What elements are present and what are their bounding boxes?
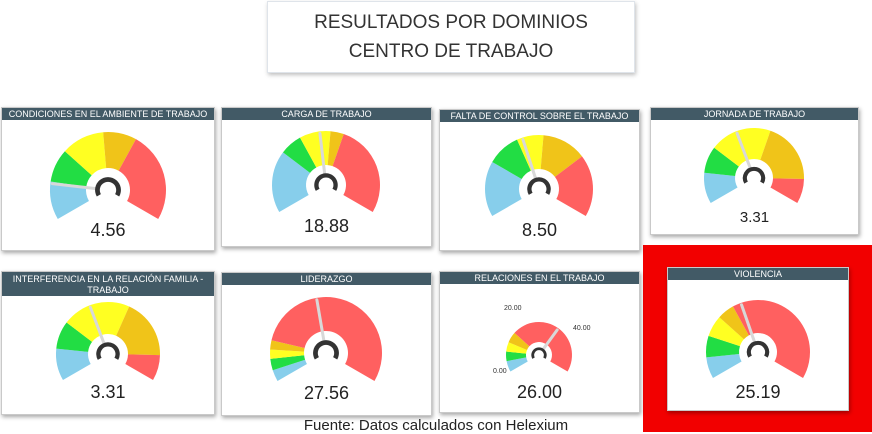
gauge-needle [315,298,326,344]
gauge-hub [746,340,770,358]
gauge-band-amber [540,135,583,177]
gauge-band-green [270,355,306,371]
gauge-hub [96,342,120,360]
gauge-band-blue [706,353,742,378]
gauge-band-amber [270,340,305,352]
gauge-value: 18.88 [303,216,350,236]
gauge-chart [272,131,380,212]
gauge-band-green [56,322,93,352]
gauge-band-blue [485,162,522,216]
gauge-band-amber [760,130,804,180]
page-title: RESULTADOS POR DOMINIOS CENTRO DE TRABAJ… [314,12,588,62]
gauge-chart [704,128,804,203]
gauge-band-amber [508,332,530,350]
gauge-chart [56,302,161,380]
gauge-band-green [506,351,527,362]
gauge-needle [521,138,538,181]
gauge-chart [270,297,382,381]
gauge-value: 3.31 [90,382,126,402]
gauge-needle [88,305,106,347]
gauge-band-yellow [66,302,130,342]
gauge-value: 25.19 [735,382,781,402]
gauge-band-red [732,300,810,378]
gauge-band-amber [116,306,161,356]
gauge-mid-label: 20.00 [504,305,522,312]
gauge-max-label: 40.00 [573,325,591,332]
page-title-box: RESULTADOS POR DOMINIOS CENTRO DE TRABAJ… [267,1,635,73]
gauge-band-red [118,139,167,219]
gauge-band-amber [103,132,136,171]
gauge-band-yellow [270,349,305,359]
gauge-value: 4.56 [90,220,126,240]
gauge-hub [314,173,338,191]
gauge-hub [95,177,121,197]
gauge-title: JORNADA DE TRABAJO [651,108,858,120]
gauge-value: 3.31 [739,209,770,226]
gauge-value: 27.56 [303,383,350,403]
gauge-band-amber [719,306,749,340]
gauge-card-interferencia-familia[interactable]: INTERFERENCIA EN LA RELACIÓN FAMILIA - T… [1,271,215,415]
gauge-band-green [50,151,92,187]
gauge-hub [742,166,766,184]
gauge-title: LIDERAZGO [222,273,431,285]
gauge-hub [531,347,547,359]
gauge-card-jornada-trabajo[interactable]: JORNADA DE TRABAJO 3.31 [650,107,859,235]
gauge-band-yellow [506,342,528,354]
gauge-value: 8.50 [521,220,558,240]
gauge-band-red [514,322,572,372]
gauge-needle [50,182,99,191]
gauge-band-red [125,354,160,380]
gauge-needle [318,131,327,177]
gauge-hub [313,340,339,360]
gauge-needle [740,303,757,345]
gauge-band-red [271,297,382,381]
gauge-title: INTERFERENCIA EN LA RELACIÓN FAMILIA - T… [2,272,214,296]
gauge-needle [541,328,559,352]
gauge-band-blue [704,172,738,203]
gauge-card-liderazgo[interactable]: LIDERAZGO 27.56 [221,272,432,416]
gauge-chart [485,135,593,216]
gauge-band-red [554,156,593,216]
gauge-card-carga-trabajo[interactable]: CARGA DE TRABAJO 18.88 [221,107,432,247]
gauge-title: CARGA DE TRABAJO [222,108,431,120]
gauge-chart [706,300,810,378]
gauge-band-blue [272,359,307,381]
gauge-chart [506,322,572,372]
gauge-card-condiciones-ambiente[interactable]: CONDICIONES EN EL AMBIENTE DE TRABAJO 4.… [1,107,215,251]
gauge-band-blue [272,152,311,212]
gauge-title: CONDICIONES EN EL AMBIENTE DE TRABAJO [2,108,214,120]
gauge-band-green [706,335,740,358]
gauge-chart [49,132,167,219]
gauge-band-yellow [708,317,744,347]
gauge-band-red [332,134,380,212]
gauge-title: VIOLENCIA [668,268,848,280]
gauge-band-blue [49,181,89,219]
gauge-band-amber [327,131,344,167]
gauge-needle [735,131,753,171]
gauge-band-blue [56,348,91,380]
gauge-band-yellow [64,132,107,176]
gauge-card-violencia[interactable]: VIOLENCIA 25.19 [667,267,849,411]
gauge-title: FALTA DE CONTROL SOBRE EL TRABAJO [440,110,639,122]
gauge-card-falta-control[interactable]: FALTA DE CONTROL SOBRE EL TRABAJO 8.50 [439,109,640,251]
gauge-band-green [704,147,739,177]
gauge-card-relaciones-trabajo[interactable]: RELACIONES EN EL TRABAJO 20.00 40.00 0.0… [439,271,640,413]
source-note: Fuente: Datos calculados con Helexium [303,417,569,434]
gauge-band-red [770,178,804,203]
gauge-title: RELACIONES EN EL TRABAJO [440,272,639,284]
gauge-value: 26.00 [516,382,563,402]
gauge-band-green [282,137,317,173]
gauge-band-green [492,139,531,179]
gauge-min-label: 0.00 [493,368,507,375]
gauge-band-blue [506,357,528,372]
gauge-hub [527,177,551,195]
